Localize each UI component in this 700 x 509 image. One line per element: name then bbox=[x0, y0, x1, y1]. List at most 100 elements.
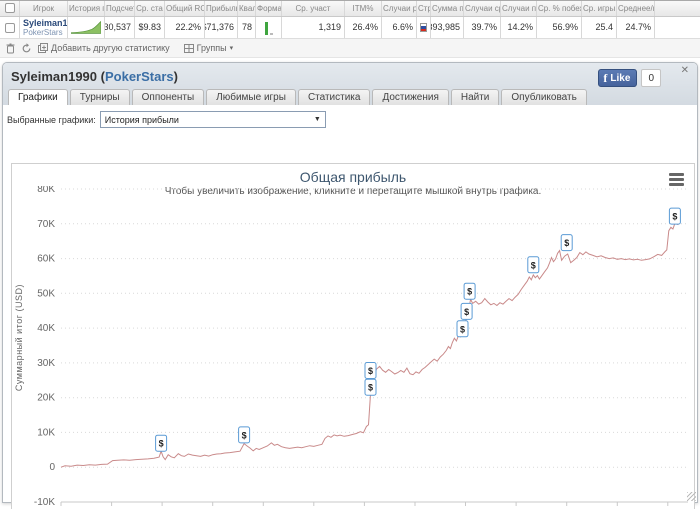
significant-win-marker[interactable] bbox=[560, 234, 573, 252]
groups-button[interactable]: Группы ▾ bbox=[183, 43, 233, 53]
significant-win-symbol: $ bbox=[460, 324, 465, 334]
col-winnings[interactable]: Сумма при bbox=[431, 1, 464, 16]
significant-win-marker[interactable] bbox=[460, 302, 473, 320]
col-avg-stake[interactable]: Ср. ста bbox=[135, 1, 165, 16]
country-cell bbox=[417, 17, 431, 38]
tab-bar: Графики Турниры Оппоненты Любимые игры С… bbox=[8, 89, 692, 107]
col-early-cases[interactable]: Случаи ра bbox=[382, 1, 417, 16]
itm-value: 26.4% bbox=[345, 17, 382, 38]
avg-stake-value: $9.83 bbox=[135, 17, 165, 38]
chart-container[interactable]: Общая прибыль Чтобы увеличить изображени… bbox=[11, 163, 695, 509]
profit-history-sparkline bbox=[71, 20, 101, 34]
significant-win-marker[interactable] bbox=[364, 378, 377, 396]
russia-flag-icon bbox=[420, 23, 427, 32]
tab-achievements[interactable]: Достижения bbox=[372, 89, 449, 106]
player-name-link[interactable]: Syleiman1990 bbox=[23, 17, 68, 28]
add-statistic-label: Добавить другую статистику bbox=[51, 43, 170, 53]
tab-publish[interactable]: Опубликовать bbox=[501, 89, 587, 106]
groups-icon bbox=[183, 43, 194, 53]
tab-graphs[interactable]: Графики bbox=[8, 89, 68, 107]
tab-opponents[interactable]: Оппоненты bbox=[131, 89, 205, 106]
col-count[interactable]: Подсчет bbox=[105, 1, 135, 16]
chart-title: Общая прибыль bbox=[299, 169, 407, 185]
profile-site-link[interactable]: PokerStars bbox=[104, 69, 174, 84]
row-checkbox[interactable] bbox=[4, 22, 15, 33]
avg-position-value: 24.7% bbox=[617, 17, 655, 38]
significant-win-marker[interactable] bbox=[668, 207, 681, 225]
significant-win-symbol: $ bbox=[464, 307, 469, 317]
significant-win-symbol: $ bbox=[531, 260, 536, 270]
col-country[interactable]: Стра bbox=[417, 1, 431, 16]
select-all-checkbox[interactable] bbox=[4, 3, 15, 13]
col-profit[interactable]: Прибыль bbox=[205, 1, 238, 16]
row-checkbox-cell[interactable] bbox=[0, 17, 20, 38]
profile-title: Syleiman1990 (PokerStars) bbox=[11, 69, 178, 84]
y-tick-label: 80K bbox=[37, 186, 55, 195]
groups-label: Группы bbox=[196, 43, 227, 53]
facebook-like-button[interactable]: f Like bbox=[598, 69, 638, 87]
col-qualification[interactable]: Квали bbox=[238, 1, 256, 16]
graph-select-label: Выбранные графики: bbox=[7, 114, 96, 125]
significant-win-symbol: $ bbox=[672, 212, 677, 222]
trash-icon[interactable] bbox=[6, 43, 15, 54]
col-profit-history[interactable]: История пр bbox=[68, 1, 105, 16]
significant-win-marker[interactable] bbox=[456, 320, 469, 338]
early-cases-value: 6.6% bbox=[382, 17, 417, 38]
graph-select-value: История прибыли bbox=[104, 114, 179, 125]
significant-win-marker[interactable] bbox=[527, 256, 540, 274]
graph-select[interactable]: История прибыли ▼ bbox=[99, 111, 326, 128]
player-cell[interactable]: Syleiman1990 PokerStars bbox=[20, 17, 68, 38]
add-statistic-icon bbox=[38, 43, 48, 53]
col-late-cases[interactable]: Случаи по bbox=[501, 1, 537, 16]
y-tick-label: 50K bbox=[37, 288, 55, 299]
resize-grip[interactable] bbox=[687, 492, 696, 501]
col-avg-position[interactable]: Среднее/поз bbox=[617, 1, 655, 16]
tab-favorite-games[interactable]: Любимые игры bbox=[206, 89, 296, 106]
significant-win-marker[interactable] bbox=[238, 426, 251, 444]
chart-subtitle: Чтобы увеличить изображение, кликните и … bbox=[164, 186, 542, 197]
col-form[interactable]: Форма bbox=[256, 1, 282, 16]
games-per-day-value: 25.4 bbox=[582, 17, 617, 38]
col-filler bbox=[655, 1, 700, 16]
col-avg-entrants[interactable]: Ср. участ bbox=[282, 1, 345, 16]
avg-win-pct-value: 56.9% bbox=[537, 17, 582, 38]
count-value: 30,537 bbox=[105, 17, 135, 38]
tab-tournaments[interactable]: Турниры bbox=[69, 89, 130, 106]
stats-table: Игрок История пр Подсчет Ср. ста Общий R… bbox=[0, 0, 700, 40]
significant-win-marker[interactable] bbox=[364, 362, 377, 379]
col-itm[interactable]: ITM% bbox=[345, 1, 382, 16]
player-site-link[interactable]: PokerStars bbox=[23, 27, 63, 37]
paren-open: ( bbox=[100, 69, 105, 84]
significant-win-marker[interactable] bbox=[155, 434, 168, 452]
tab-find[interactable]: Найти bbox=[450, 89, 500, 106]
y-tick-label: 10K bbox=[37, 427, 55, 438]
profile-header-band: Syleiman1990 (PokerStars) f Like 0 ✕ Гра… bbox=[3, 63, 697, 107]
facebook-like-count: 0 bbox=[641, 69, 661, 87]
profit-chart-plot[interactable]: -10K010K20K30K40K50K60K70K80K0k2.5k5k7.5… bbox=[12, 186, 696, 509]
col-mid-cases[interactable]: Случаи ср bbox=[464, 1, 501, 16]
tab-content: Выбранные графики: История прибыли ▼ Общ… bbox=[3, 105, 697, 509]
add-statistic-button[interactable]: Добавить другую статистику bbox=[38, 43, 170, 53]
col-player[interactable]: Игрок bbox=[20, 1, 68, 16]
select-all-checkbox-cell[interactable] bbox=[0, 1, 20, 16]
stats-data-row: Syleiman1990 PokerStars 30,537 $9.83 22.… bbox=[0, 17, 700, 39]
col-total-roi[interactable]: Общий ROI bbox=[165, 1, 205, 16]
paren-close: ) bbox=[173, 69, 178, 84]
significant-win-symbol: $ bbox=[368, 383, 373, 393]
graph-select-row: Выбранные графики: История прибыли ▼ bbox=[7, 111, 326, 128]
row-filler bbox=[655, 17, 700, 38]
col-games-per-day[interactable]: Ср. игры / д bbox=[582, 1, 617, 16]
significant-win-symbol: $ bbox=[368, 366, 373, 376]
col-avg-win-pct[interactable]: Ср. % побеж bbox=[537, 1, 582, 16]
refresh-icon[interactable] bbox=[21, 42, 32, 54]
late-cases-value: 14.2% bbox=[501, 17, 537, 38]
significant-win-symbol: $ bbox=[159, 439, 164, 449]
chart-menu-icon[interactable] bbox=[669, 173, 684, 188]
avg-entrants-value: 1,319 bbox=[282, 17, 345, 38]
tab-statistics[interactable]: Статистика bbox=[297, 89, 371, 106]
close-icon[interactable]: ✕ bbox=[680, 65, 689, 76]
significant-win-marker[interactable] bbox=[463, 282, 476, 300]
profile-player-name: Syleiman1990 bbox=[11, 69, 98, 84]
y-tick-label: 70K bbox=[37, 219, 55, 230]
